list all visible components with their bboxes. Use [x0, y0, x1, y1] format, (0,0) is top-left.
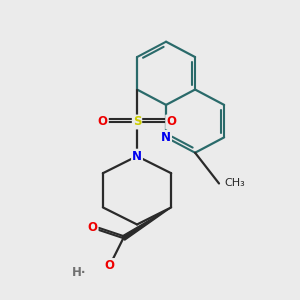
- Text: O: O: [166, 116, 176, 128]
- Text: O: O: [105, 259, 115, 272]
- Text: N: N: [161, 131, 171, 144]
- Text: S: S: [133, 116, 141, 128]
- Polygon shape: [122, 207, 171, 240]
- Text: H·: H·: [72, 266, 86, 279]
- Text: O: O: [98, 116, 108, 128]
- Text: CH₃: CH₃: [224, 178, 245, 188]
- Text: N: N: [132, 150, 142, 163]
- Text: O: O: [88, 221, 98, 234]
